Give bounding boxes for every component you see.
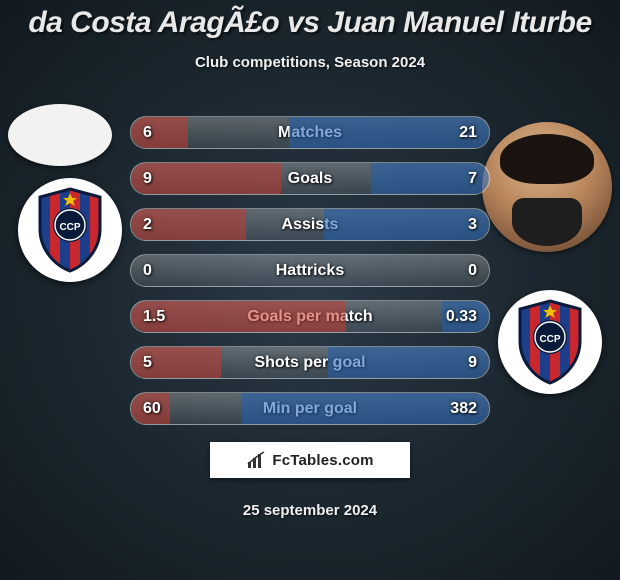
stat-value-right: 382 [450, 393, 477, 424]
stat-value-left: 0 [143, 255, 152, 286]
stat-value-left: 2 [143, 209, 152, 240]
stat-value-left: 60 [143, 393, 161, 424]
player-right-photo [482, 122, 612, 252]
stat-value-left: 6 [143, 117, 152, 148]
player-left-photo [8, 104, 112, 166]
stat-value-right: 9 [468, 347, 477, 378]
stat-fill-left [131, 163, 281, 194]
club-badge-left: CCP [18, 178, 122, 282]
comparison-date: 25 september 2024 [0, 502, 620, 519]
brand-watermark: FcTables.com [210, 442, 410, 478]
stat-value-left: 5 [143, 347, 152, 378]
comparison-title: da Costa AragÃ£o vs Juan Manuel Iturbe [0, 0, 620, 40]
stat-value-right: 3 [468, 209, 477, 240]
club-badge-right: CCP [498, 290, 602, 394]
comparison-subtitle: Club competitions, Season 2024 [0, 54, 620, 71]
stat-row: 23Assists [130, 208, 490, 241]
stat-value-right: 7 [468, 163, 477, 194]
stat-row: 59Shots per goal [130, 346, 490, 379]
stat-fill-right [324, 209, 489, 240]
stat-row: 60382Min per goal [130, 392, 490, 425]
stat-row: 97Goals [130, 162, 490, 195]
stat-value-left: 1.5 [143, 301, 165, 332]
stat-row: 1.50.33Goals per match [130, 300, 490, 333]
brand-text: FcTables.com [272, 452, 373, 469]
stat-row: 621Matches [130, 116, 490, 149]
shield-icon: CCP [514, 299, 586, 385]
chart-icon [246, 450, 266, 470]
svg-text:CCP: CCP [59, 222, 80, 233]
stat-value-right: 0 [468, 255, 477, 286]
stat-fill-right [328, 347, 489, 378]
stat-fill-left [131, 117, 188, 148]
svg-text:CCP: CCP [539, 334, 560, 345]
stat-value-right: 21 [459, 117, 477, 148]
stat-label: Hattricks [131, 262, 489, 280]
shield-icon: CCP [34, 187, 106, 273]
stat-value-right: 0.33 [446, 301, 477, 332]
stats-table: 621Matches97Goals23Assists00Hattricks1.5… [130, 116, 490, 438]
stat-row: 0 0Hattricks [130, 254, 490, 287]
stat-value-left: 9 [143, 163, 152, 194]
